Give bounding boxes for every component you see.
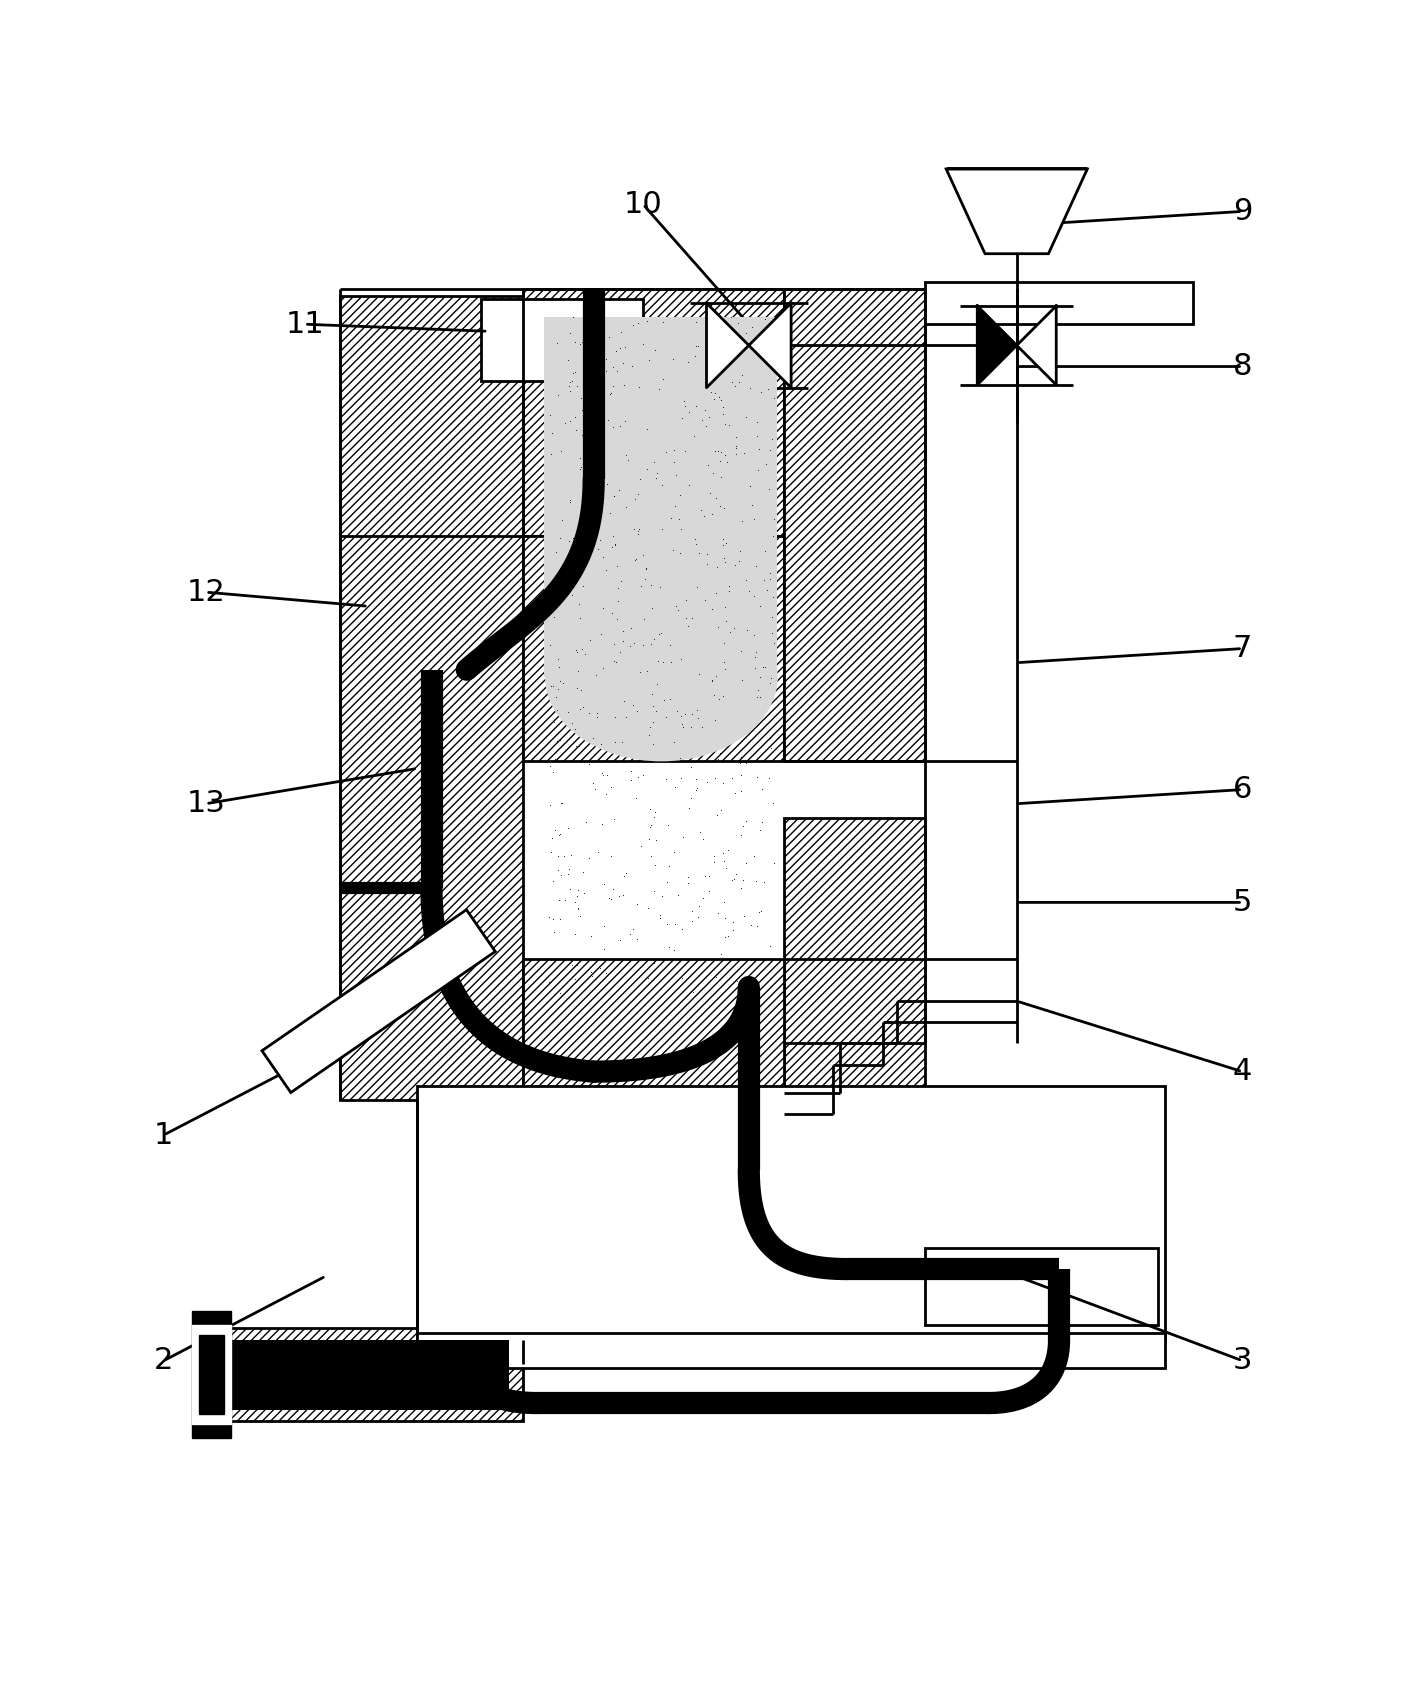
Polygon shape — [706, 303, 749, 387]
Text: 12: 12 — [187, 577, 225, 607]
Polygon shape — [749, 303, 791, 387]
Bar — [523, 536, 784, 761]
Bar — [784, 817, 926, 1100]
Bar — [417, 1333, 1164, 1367]
Bar — [523, 959, 784, 1100]
Bar — [417, 1086, 1164, 1340]
Polygon shape — [199, 1335, 225, 1415]
Text: 11: 11 — [285, 310, 324, 338]
Text: 4: 4 — [1232, 1058, 1252, 1086]
Bar — [220, 1328, 523, 1421]
Polygon shape — [192, 1325, 232, 1425]
Text: 1: 1 — [154, 1120, 174, 1149]
Text: 3: 3 — [1232, 1347, 1252, 1376]
Bar — [926, 283, 1193, 325]
Bar — [227, 1340, 509, 1409]
Bar — [341, 296, 523, 1100]
Bar — [784, 289, 926, 761]
Text: 2: 2 — [154, 1347, 174, 1376]
Polygon shape — [978, 306, 1017, 384]
Ellipse shape — [545, 592, 777, 761]
Bar — [544, 316, 777, 677]
Text: 10: 10 — [623, 190, 663, 218]
Polygon shape — [1017, 306, 1057, 384]
Text: 7: 7 — [1232, 634, 1252, 663]
Bar — [480, 299, 643, 381]
Bar — [523, 289, 784, 536]
Text: 5: 5 — [1232, 888, 1252, 917]
Polygon shape — [192, 1311, 232, 1438]
Bar — [523, 1100, 784, 1333]
Text: 8: 8 — [1232, 352, 1252, 381]
Text: 13: 13 — [187, 788, 225, 819]
Polygon shape — [261, 910, 496, 1093]
Text: 6: 6 — [1232, 775, 1252, 804]
Bar — [926, 1249, 1157, 1325]
Polygon shape — [947, 169, 1087, 254]
Text: 9: 9 — [1232, 196, 1252, 227]
